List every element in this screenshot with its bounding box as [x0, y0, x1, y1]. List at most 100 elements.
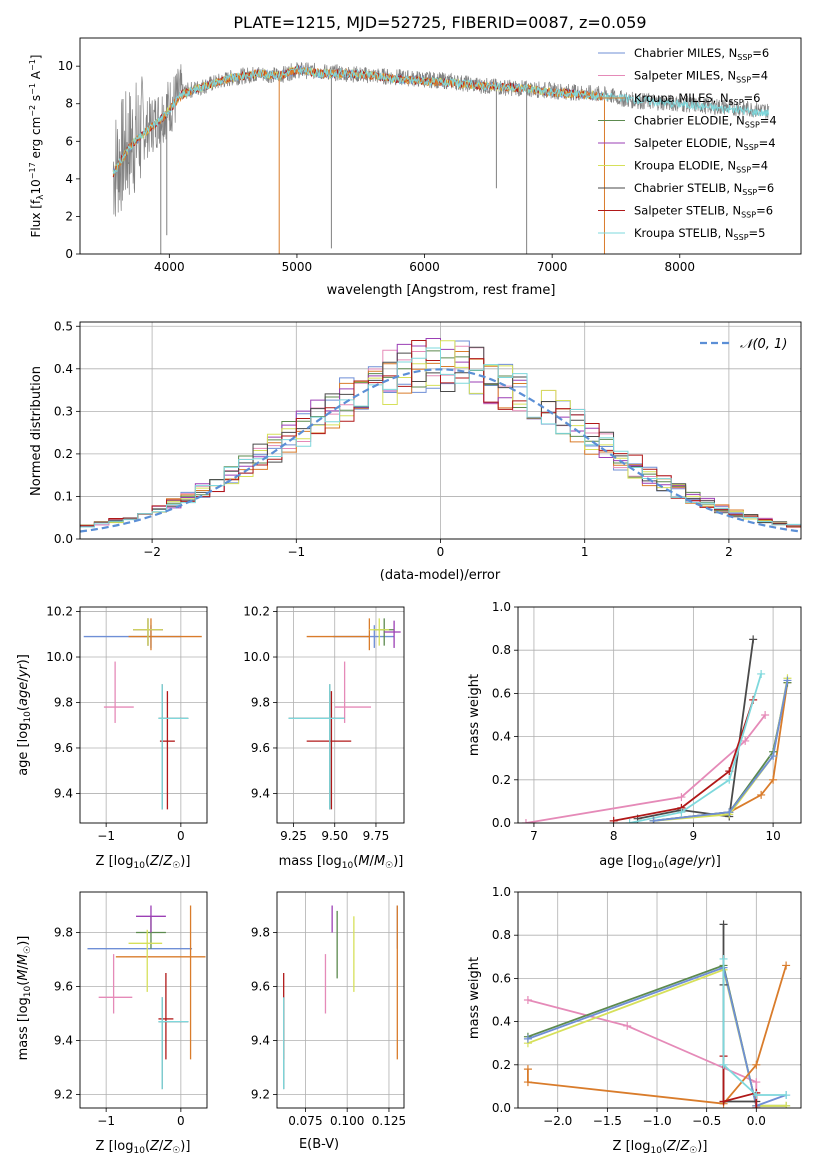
x-tick-label: 1	[581, 545, 589, 559]
x-tick-label: 7	[530, 829, 538, 843]
weight-marker	[677, 808, 686, 817]
x-tick-label: −1.5	[593, 1114, 622, 1128]
x-tick-label: −1.0	[642, 1114, 671, 1128]
x-tick-label: 9.75	[363, 829, 390, 843]
axes-frame	[79, 321, 802, 540]
legend-label: Salpeter MILES, NSSP=4	[634, 69, 768, 85]
weight-lines	[521, 635, 792, 823]
weight-marker	[623, 1021, 632, 1030]
model-spectrum-line	[112, 64, 604, 178]
y-tick-label: 0.3	[54, 404, 73, 418]
legend-label: Chabrier MILES, NSSP=6	[634, 46, 769, 62]
y-tick-label: 8	[65, 97, 73, 111]
weight-vs-age-panel: 7 8 9 10 0.0 0.2 0.4 0.6 0.8 1.0 age [log10(age/y…	[467, 600, 802, 871]
errorbar-group	[283, 905, 398, 1090]
axes-frame	[79, 37, 802, 255]
weight-marker	[752, 1060, 761, 1069]
axes-frame	[79, 891, 208, 1109]
y-tick-label: 9.2	[54, 1088, 73, 1102]
y-tick-label: 10.2	[243, 605, 270, 619]
mass-vs-metallicity-panel: −1 0 9.2 9.4 9.6 9.8 Z [log10(Z/Z☉)] mass [lo…	[16, 891, 208, 1156]
y-tick-label: 0.6	[492, 971, 511, 985]
y-tick-label: 9.4	[251, 786, 270, 800]
legend-label: Kroupa STELIB, NSSP=5	[634, 226, 765, 242]
weight-line	[722, 959, 787, 1096]
weight-marker	[783, 676, 792, 685]
y-tick-label: 9.8	[54, 695, 73, 709]
errorbar-group	[87, 905, 206, 1090]
weight-marker	[749, 635, 758, 644]
y-tick-label: 0.4	[492, 730, 511, 744]
weight-marker	[521, 819, 530, 823]
mass-z-ylabel: mass [log10(M/M☉)]	[16, 936, 33, 1061]
spectrum-plot: 4000 5000 6000 7000 8000 0 2 4 6 8 10 Chabrier MILE…	[58, 37, 802, 274]
weight-marker	[769, 775, 778, 784]
residual-xlabel: (data-model)/error	[380, 568, 501, 583]
y-tick-label: 0	[65, 247, 73, 261]
weight-marker	[782, 961, 791, 970]
weight-line	[613, 699, 755, 822]
y-tick-label: 6	[65, 134, 73, 148]
x-tick-label: −2.0	[543, 1114, 572, 1128]
weight-age-xlabel: age [log10(age/yr)]	[599, 854, 721, 871]
y-tick-label: 0.5	[54, 319, 73, 333]
y-tick-label: 0.8	[492, 928, 511, 942]
weight-marker	[523, 996, 532, 1004]
weight-marker	[757, 790, 766, 799]
y-tick-label: 0.0	[492, 816, 511, 830]
y-tick-label: 9.4	[54, 1034, 73, 1048]
y-tick-label: 0.4	[492, 1015, 511, 1029]
age-mass-xlabel: mass [log10(M/M☉)]	[279, 854, 404, 871]
weight-marker	[719, 920, 728, 929]
weight-marker	[769, 752, 778, 761]
spectrum-legend: Chabrier MILES, NSSP=6 Salpeter MILES, NS…	[598, 46, 777, 242]
figure-title: PLATE=1215, MJD=52725, FIBERID=0087, z=0…	[233, 13, 646, 32]
weight-marker	[741, 736, 750, 745]
x-tick-label: 10	[765, 829, 780, 843]
x-tick-label: 5000	[282, 260, 313, 274]
y-tick-label: 0.6	[492, 686, 511, 700]
weight-lines	[523, 920, 791, 1108]
x-tick-label: 9.50	[321, 829, 348, 843]
weight-marker	[752, 1104, 761, 1108]
mass-vs-ebv-plot: 0.075 0.100 0.125 9.2 9.4 9.6 9.8	[251, 891, 406, 1128]
weight-line	[527, 999, 758, 1108]
spectrum-panel: wavelength [Angstrom, rest frame] 4000 50…	[28, 37, 802, 298]
weight-marker	[757, 669, 766, 678]
x-tick-label: 6000	[409, 260, 440, 274]
age-z-xlabel: Z [log10(Z/Z☉)]	[96, 854, 191, 871]
weight-marker	[719, 1060, 728, 1069]
weight-age-ylabel: mass weight	[467, 674, 482, 756]
weight-line	[527, 966, 787, 1107]
y-tick-label: 10	[58, 59, 73, 73]
y-tick-label: 9.4	[54, 786, 73, 800]
age-vs-mass-panel: 9.25 9.50 9.75 9.4 9.6 9.8 10.0 10.2 mass [log1…	[243, 605, 405, 871]
axes-frame	[79, 606, 208, 824]
age-z-ylabel: age [log10(age/yr)]	[16, 654, 33, 776]
y-tick-label: 1.0	[492, 600, 511, 614]
legend-label: Chabrier STELIB, NSSP=6	[634, 181, 774, 197]
weight-marker	[752, 1078, 761, 1087]
x-tick-label: 0	[177, 829, 185, 843]
axes-frame	[276, 606, 405, 824]
y-tick-label: 0.4	[54, 362, 73, 376]
y-tick-label: 9.6	[54, 980, 73, 994]
weight-line	[653, 680, 789, 822]
x-tick-label: 8	[610, 829, 618, 843]
spectrum-xlabel: wavelength [Angstrom, rest frame]	[327, 283, 556, 298]
weight-marker	[782, 1101, 791, 1108]
y-tick-label: 9.8	[251, 695, 270, 709]
y-tick-label: 2	[65, 209, 73, 223]
age-vs-metallicity-panel: −1 0 9.4 9.6 9.8 10.0 10.2 Z [log10(Z/Z☉)] age…	[16, 605, 208, 871]
mass-vs-metallicity-plot: −1 0 9.2 9.4 9.6 9.8	[54, 891, 208, 1128]
y-tick-label: 0.8	[492, 643, 511, 657]
x-tick-label: −0.5	[692, 1114, 721, 1128]
weight-marker	[725, 808, 734, 817]
age-vs-mass-plot: 9.25 9.50 9.75 9.4 9.6 9.8 10.0 10.2	[243, 605, 405, 843]
x-tick-label: 0.0	[747, 1114, 766, 1128]
model-spectrum-line	[112, 66, 604, 176]
mass-ebv-xlabel: E(B-V)	[299, 1137, 339, 1152]
legend-label: Salpeter ELODIE, NSSP=4	[634, 136, 776, 152]
y-tick-label: 9.8	[54, 926, 73, 940]
y-tick-label: 10.2	[46, 605, 73, 619]
